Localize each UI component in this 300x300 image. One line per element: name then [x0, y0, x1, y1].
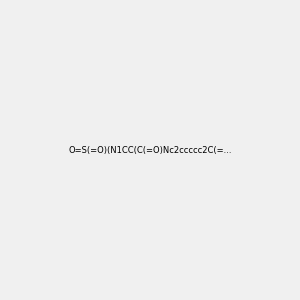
Text: O=S(=O)(N1CC(C(=O)Nc2ccccc2C(=...: O=S(=O)(N1CC(C(=O)Nc2ccccc2C(=... — [68, 146, 232, 154]
